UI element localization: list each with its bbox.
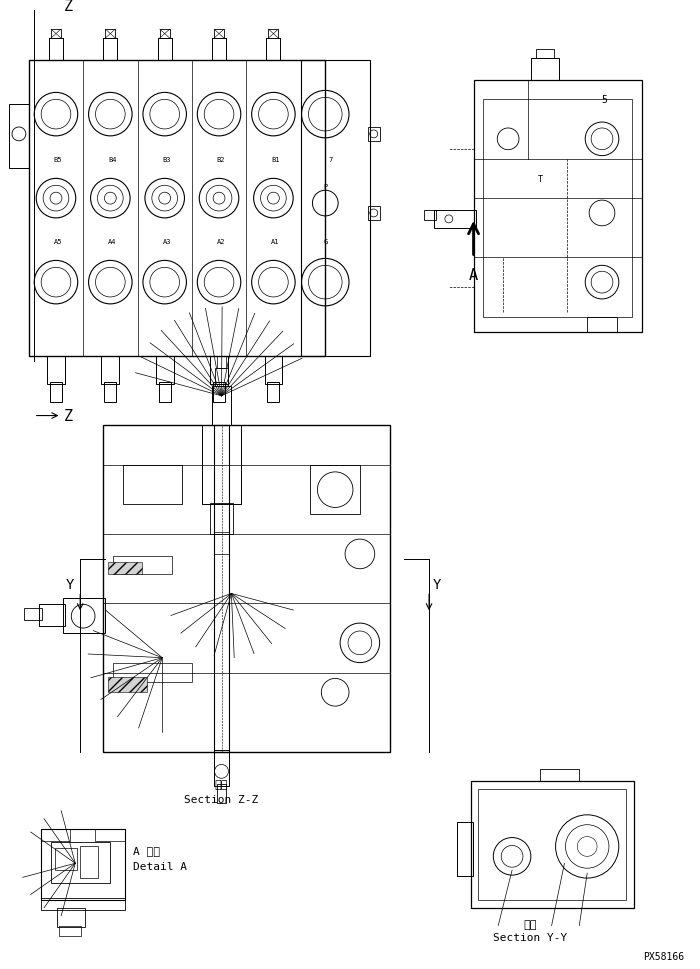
- Bar: [434, 211, 475, 229]
- Bar: [216, 784, 227, 803]
- Text: A: A: [469, 267, 478, 282]
- Bar: [368, 206, 379, 221]
- Bar: [300, 61, 370, 357]
- Text: A3: A3: [162, 238, 171, 244]
- Bar: [50, 842, 110, 883]
- Bar: [484, 100, 631, 318]
- Bar: [41, 898, 125, 910]
- Bar: [108, 677, 148, 693]
- Text: B2: B2: [217, 156, 225, 163]
- Bar: [211, 387, 232, 426]
- Bar: [473, 80, 641, 332]
- Bar: [214, 426, 230, 752]
- Text: Z: Z: [64, 409, 73, 423]
- Bar: [536, 49, 554, 59]
- Bar: [60, 925, 81, 936]
- Bar: [64, 599, 105, 634]
- Bar: [213, 383, 225, 402]
- Text: A4: A4: [108, 238, 117, 244]
- Bar: [210, 503, 233, 535]
- Text: B3: B3: [162, 156, 171, 163]
- Text: B4: B4: [108, 156, 117, 163]
- Bar: [470, 781, 634, 908]
- Text: Y: Y: [433, 577, 441, 591]
- Bar: [106, 30, 116, 39]
- Bar: [113, 556, 172, 574]
- Bar: [50, 383, 62, 402]
- Bar: [587, 318, 617, 332]
- Text: Section Y-Y: Section Y-Y: [493, 932, 567, 943]
- Text: Z: Z: [64, 0, 73, 14]
- Text: A 詳細: A 詳細: [132, 846, 160, 856]
- Text: 5: 5: [601, 95, 607, 106]
- Text: B1: B1: [271, 156, 279, 163]
- Bar: [103, 426, 389, 752]
- Bar: [113, 663, 192, 683]
- Bar: [9, 105, 29, 170]
- Bar: [80, 847, 98, 878]
- Bar: [41, 828, 70, 841]
- Bar: [55, 849, 77, 870]
- Bar: [210, 357, 228, 385]
- Text: 断面: 断面: [523, 919, 537, 928]
- Text: A5: A5: [54, 238, 62, 244]
- Bar: [479, 790, 626, 900]
- Text: PX58166: PX58166: [643, 952, 684, 961]
- Bar: [265, 357, 282, 385]
- Bar: [41, 828, 125, 900]
- Text: T: T: [538, 174, 543, 184]
- Bar: [311, 465, 360, 515]
- Text: Detail A: Detail A: [132, 861, 187, 871]
- Bar: [269, 30, 279, 39]
- Text: G: G: [323, 238, 328, 244]
- Bar: [159, 383, 171, 402]
- Bar: [24, 609, 42, 620]
- Text: Section Z-Z: Section Z-Z: [184, 795, 258, 804]
- Bar: [214, 750, 230, 787]
- Text: 断面: 断面: [215, 779, 228, 790]
- Bar: [38, 605, 65, 626]
- Text: A1: A1: [271, 238, 279, 244]
- Text: 7: 7: [328, 156, 332, 163]
- Bar: [540, 769, 580, 781]
- Bar: [108, 562, 143, 574]
- Bar: [29, 61, 326, 357]
- Bar: [267, 383, 279, 402]
- Bar: [531, 59, 559, 80]
- Bar: [368, 128, 379, 141]
- Text: P: P: [323, 184, 328, 190]
- Bar: [456, 822, 473, 876]
- Bar: [202, 426, 242, 505]
- Bar: [122, 465, 182, 505]
- Bar: [214, 30, 224, 39]
- Bar: [215, 369, 228, 387]
- Text: A2: A2: [217, 238, 225, 244]
- Bar: [160, 30, 169, 39]
- Bar: [102, 357, 119, 385]
- Text: B5: B5: [54, 156, 62, 163]
- Bar: [424, 211, 436, 221]
- Bar: [47, 357, 65, 385]
- Bar: [95, 828, 125, 841]
- Bar: [57, 908, 85, 927]
- Bar: [214, 533, 230, 554]
- Bar: [156, 357, 174, 385]
- Bar: [104, 383, 116, 402]
- Text: Y: Y: [66, 577, 74, 591]
- Bar: [51, 30, 61, 39]
- Bar: [216, 357, 227, 369]
